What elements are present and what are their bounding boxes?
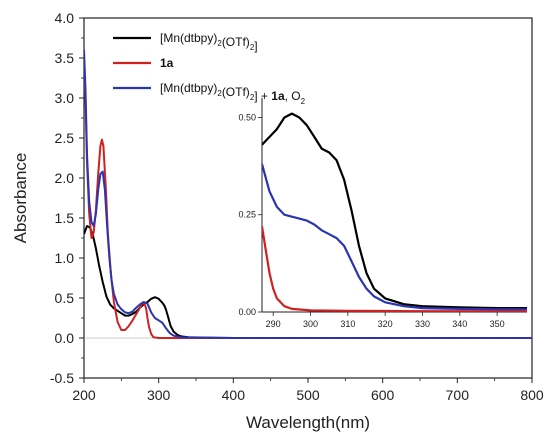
y-tick-label: 1.0: [55, 250, 75, 266]
y-tick-label: 1.5: [55, 210, 75, 226]
x-tick-label: 400: [222, 387, 246, 403]
y-tick-label: 2.5: [55, 130, 75, 146]
legend-label-2: [Mn(dtbpy)2(OTf)2] + 1a, O2: [160, 81, 306, 106]
y-tick-label: 3.0: [55, 90, 75, 106]
inset-y-tick-label: 0.00: [238, 307, 256, 317]
y-tick-label: 3.5: [55, 50, 75, 66]
x-tick-label: 500: [296, 387, 320, 403]
inset-y-tick-label: 0.50: [238, 112, 256, 122]
legend-label-0: [Mn(dtbpy)2(OTf)2]: [160, 31, 258, 53]
y-tick-label: -0.5: [50, 370, 74, 386]
inset-series-line-1: [262, 226, 527, 312]
x-tick-label: 300: [147, 387, 171, 403]
y-tick-label: 0.5: [55, 290, 75, 306]
y-tick-label: 2.0: [55, 170, 75, 186]
y-tick-label: 4.0: [55, 10, 75, 26]
inset-x-tick-label: 330: [415, 319, 430, 329]
main-plot: 200 300 400 500 600 700 800 -0.5 0.0 0.5 1.0 1.5 2.0…: [11, 10, 544, 432]
x-tick-label: 800: [520, 387, 544, 403]
legend: [Mn(dtbpy)2(OTf)2] 1a [Mn(dtbpy)2(OTf)2] +…: [113, 31, 306, 106]
inset-x-tick-label: 290: [266, 319, 281, 329]
inset-series-line-2: [262, 163, 527, 311]
y-axis-title: Absorbance: [11, 153, 30, 244]
inset-x-tick-label: 320: [378, 319, 393, 329]
x-axis-title: Wavelength(nm): [246, 413, 370, 432]
inset-background: [262, 92, 527, 312]
inset-x-tick-label: 310: [340, 319, 355, 329]
x-tick-label: 200: [72, 387, 96, 403]
inset-plot: 290 300 310 320 330 340 350 0.00 0.25 0.50: [238, 92, 527, 329]
x-tick-label: 700: [446, 387, 470, 403]
x-tick-label: 600: [371, 387, 395, 403]
inset-x-tick-label: 350: [490, 319, 505, 329]
inset-y-tick-label: 0.25: [238, 210, 256, 220]
y-tick-label: 0.0: [55, 330, 75, 346]
series-line-2: [84, 49, 532, 339]
inset-x-tick-label: 340: [452, 319, 467, 329]
legend-label-1: 1a: [160, 56, 174, 70]
inset-x-tick-label: 300: [303, 319, 318, 329]
inset-series-line-0: [262, 112, 527, 310]
